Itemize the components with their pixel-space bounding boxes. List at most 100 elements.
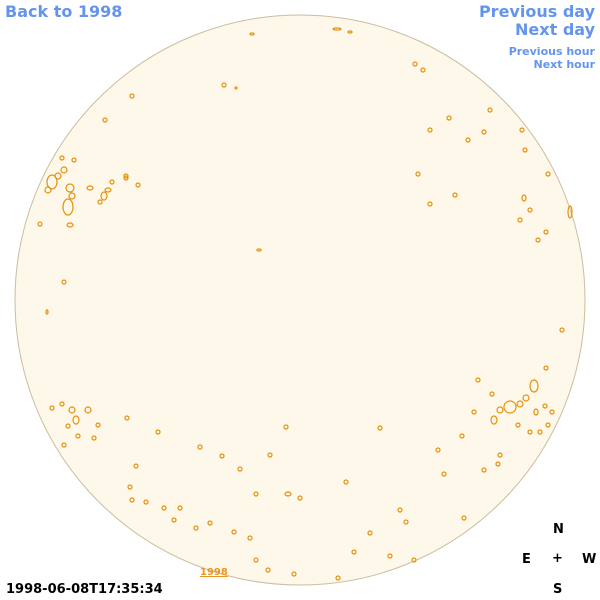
- contour: [267, 452, 273, 458]
- contour: [475, 377, 481, 383]
- contour: [265, 567, 271, 573]
- contour: [46, 174, 58, 190]
- contour: [123, 173, 129, 179]
- contour: [62, 198, 74, 216]
- contour: [481, 129, 487, 135]
- contour: [420, 67, 426, 73]
- contour: [61, 279, 67, 285]
- compass-center: +: [552, 551, 563, 566]
- contour: [133, 463, 139, 469]
- contour: [495, 461, 501, 467]
- compass-west: W: [582, 552, 597, 567]
- contour: [75, 433, 81, 439]
- contour: [397, 507, 403, 513]
- contour: [193, 525, 199, 531]
- previous-hour-link[interactable]: Previous hour: [508, 45, 595, 58]
- back-link[interactable]: Back to 1998: [5, 2, 123, 21]
- contour: [95, 422, 101, 428]
- year-link[interactable]: 1998: [200, 567, 228, 578]
- contour: [68, 192, 76, 200]
- contour: [545, 171, 551, 177]
- contour: [503, 400, 517, 414]
- contour: [471, 409, 477, 415]
- contour: [533, 408, 539, 416]
- previous-day-link[interactable]: Previous day: [478, 2, 595, 21]
- contour: [529, 379, 539, 393]
- contour: [256, 248, 262, 252]
- contour: [441, 471, 447, 477]
- contour: [490, 415, 498, 425]
- contour: [412, 61, 418, 67]
- contour: [542, 403, 548, 409]
- contour: [253, 491, 259, 497]
- contour: [522, 394, 530, 402]
- contour: [519, 127, 525, 133]
- contour: [452, 192, 458, 198]
- contour: [515, 422, 521, 428]
- contour: [177, 505, 183, 511]
- contour: [461, 515, 467, 521]
- timestamp: 1998-06-08T17:35:34: [6, 582, 163, 597]
- contour: [253, 557, 259, 563]
- contour: [459, 433, 465, 439]
- contour: [521, 194, 527, 202]
- contour: [37, 221, 43, 227]
- contour: [435, 447, 441, 453]
- contour: [65, 423, 71, 429]
- next-hour-link[interactable]: Next hour: [533, 58, 596, 71]
- contour: [543, 229, 549, 235]
- contour: [60, 166, 68, 174]
- contour: [59, 155, 65, 161]
- contour: [465, 137, 471, 143]
- contour: [387, 553, 393, 559]
- contour: [65, 183, 75, 193]
- next-day-link[interactable]: Next day: [515, 20, 595, 39]
- contour: [129, 497, 135, 503]
- contour: [427, 127, 433, 133]
- contour: [517, 217, 523, 223]
- contour: [427, 201, 433, 207]
- contour: [219, 453, 225, 459]
- contour: [49, 405, 55, 411]
- contour: [234, 86, 238, 90]
- contour: [104, 187, 112, 193]
- contour: [45, 309, 49, 315]
- contour: [535, 237, 541, 243]
- compass-east: E: [522, 552, 531, 567]
- contour: [100, 191, 108, 201]
- solar-disk: [14, 14, 586, 586]
- contour: [291, 571, 297, 577]
- contour: [86, 185, 94, 191]
- contour: [545, 422, 551, 428]
- contour: [221, 82, 227, 88]
- contour: [403, 519, 409, 525]
- contour: [68, 406, 76, 414]
- contour: [549, 409, 555, 415]
- compass-north: N: [553, 522, 564, 537]
- contour: [72, 415, 80, 425]
- contour: [97, 199, 103, 205]
- contour: [161, 505, 167, 511]
- contour: [155, 429, 161, 435]
- contour: [207, 520, 213, 526]
- contour: [247, 535, 253, 541]
- contour: [127, 484, 133, 490]
- contour: [61, 442, 67, 448]
- contour: [249, 32, 255, 36]
- contour: [415, 171, 421, 177]
- contour: [351, 549, 357, 555]
- contour: [347, 30, 353, 34]
- contour: [377, 425, 383, 431]
- contour: [66, 222, 74, 228]
- contour: [124, 415, 130, 421]
- contour: [487, 107, 493, 113]
- contour: [91, 435, 97, 441]
- contour: [143, 499, 149, 505]
- compass-south: S: [553, 582, 563, 597]
- contour: [135, 182, 141, 188]
- contour: [109, 179, 115, 185]
- contour: [567, 205, 573, 219]
- contour: [446, 115, 452, 121]
- contour: [332, 27, 342, 31]
